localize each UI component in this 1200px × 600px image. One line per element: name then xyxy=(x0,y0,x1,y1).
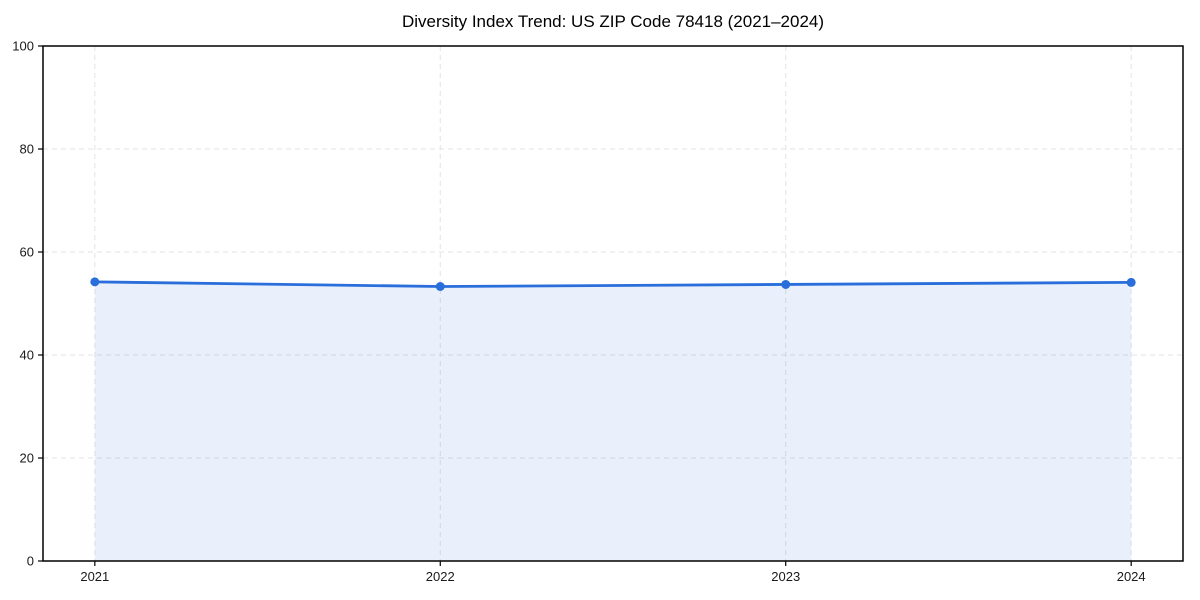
data-point-marker xyxy=(435,282,445,292)
area-fill xyxy=(94,281,1132,561)
x-tick-label: 2023 xyxy=(771,569,800,584)
chart-title: Diversity Index Trend: US ZIP Code 78418… xyxy=(401,12,825,31)
plot-frame xyxy=(42,45,1184,562)
x-tick-label: 2021 xyxy=(80,569,109,584)
y-tick-label: 100 xyxy=(12,39,34,54)
y-tick-label: 0 xyxy=(27,554,34,569)
data-point-marker xyxy=(781,279,791,289)
trend-line xyxy=(93,280,1133,288)
data-point-marker xyxy=(90,277,100,287)
x-tick-label: 2022 xyxy=(426,569,455,584)
y-tick-label: 60 xyxy=(20,245,34,260)
x-tick-label: 2024 xyxy=(1117,569,1146,584)
y-tick-label: 40 xyxy=(20,348,34,363)
y-tick-label: 80 xyxy=(20,142,34,157)
y-tick-label: 20 xyxy=(20,451,34,466)
data-point-marker xyxy=(1126,277,1136,287)
